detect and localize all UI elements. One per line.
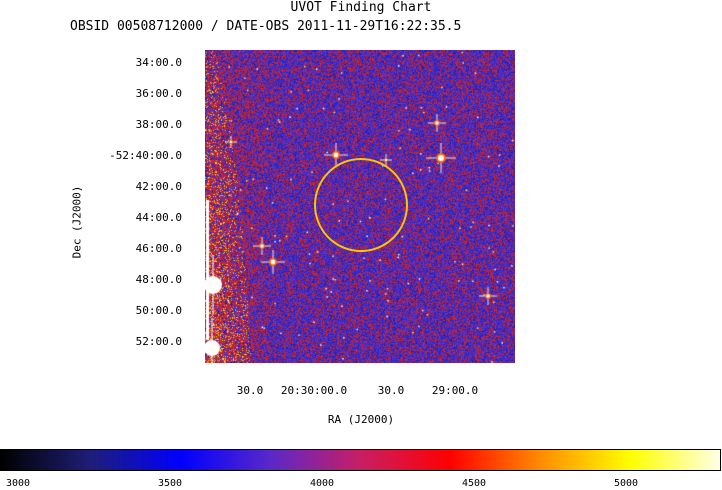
dec-tick-label: 46:00.0 <box>135 242 182 255</box>
colorbar-tick-label: 5000 <box>613 478 639 489</box>
ra-tick-label: 30.0 <box>236 384 264 397</box>
dec-tick-label: 34:00.0 <box>135 56 182 69</box>
colorbar-tick-label: 4000 <box>309 478 335 489</box>
dec-tick-label: -52:40:00.0 <box>109 149 182 162</box>
dec-tick-label: 38:00.0 <box>135 118 182 131</box>
colorbar-gradient <box>0 449 721 471</box>
ra-axis-label: RA (J2000) <box>327 413 395 426</box>
colorbar-tick-label: 3000 <box>5 478 31 489</box>
colorbar <box>0 449 722 471</box>
ra-tick-label: 29:00.0 <box>431 384 479 397</box>
dec-tick-label: 50:00.0 <box>135 304 182 317</box>
dec-axis-label: Dec (J2000) <box>70 185 84 259</box>
target-circle <box>314 158 408 252</box>
field-overlay <box>314 158 408 252</box>
ra-tick-label: 20:30:00.0 <box>280 384 348 397</box>
sky-image <box>205 50 515 363</box>
dec-tick-label: 42:00.0 <box>135 180 182 193</box>
ra-tick-label: 30.0 <box>377 384 405 397</box>
chart-subtitle: OBSID 00508712000 / DATE-OBS 2011-11-29T… <box>70 19 462 34</box>
dec-tick-label: 52:00.0 <box>135 335 182 348</box>
dec-tick-label: 44:00.0 <box>135 211 182 224</box>
chart-title: UVOT Finding Chart <box>290 0 432 15</box>
colorbar-tick-label: 3500 <box>157 478 183 489</box>
colorbar-tick-label: 4500 <box>461 478 487 489</box>
dec-tick-label: 36:00.0 <box>135 87 182 100</box>
dec-tick-label: 48:00.0 <box>135 273 182 286</box>
